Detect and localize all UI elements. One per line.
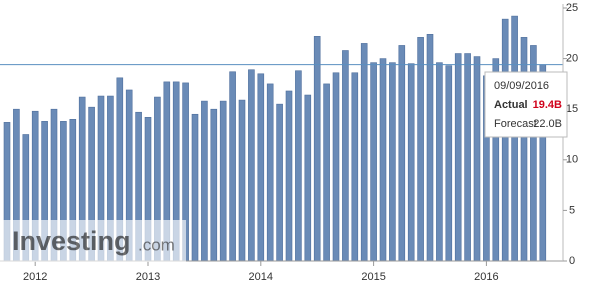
bar <box>445 65 453 262</box>
y-tick-label: 25 <box>566 2 578 14</box>
x-tick-label: 2016 <box>474 271 498 283</box>
y-tick-label: 5 <box>569 204 575 216</box>
tooltip-date: 09/09/2016 <box>494 80 549 92</box>
watermark: Investing .com <box>0 220 186 262</box>
watermark-bg <box>0 220 186 262</box>
watermark-domain: .com <box>138 235 175 254</box>
bar <box>370 62 377 262</box>
bar <box>426 34 434 262</box>
bar <box>501 18 509 262</box>
bar <box>201 100 208 262</box>
y-tick-label: 20 <box>566 53 578 65</box>
bar <box>219 100 227 262</box>
bar <box>511 15 518 262</box>
bar <box>313 36 321 262</box>
bar <box>417 37 424 262</box>
x-tick-label: 2012 <box>23 271 47 283</box>
tooltip-box <box>484 71 568 138</box>
tooltip-forecast-value: 22.0B <box>533 118 562 130</box>
bar <box>407 63 415 262</box>
bar <box>323 83 330 262</box>
bar <box>520 37 528 262</box>
bar <box>248 69 255 262</box>
bar <box>473 56 481 262</box>
y-tick-label: 15 <box>566 103 578 115</box>
tooltip-actual-value: 19.4B <box>533 99 562 111</box>
bar <box>295 70 302 262</box>
x-tick-label: 2013 <box>136 271 160 283</box>
bar <box>266 83 274 262</box>
tooltip-actual-label: Actual <box>494 99 528 111</box>
bar <box>436 62 443 262</box>
bar <box>304 94 312 262</box>
tooltip: 09/09/2016 Actual 19.4B Forecast 22.0B <box>484 71 568 138</box>
bar <box>276 103 283 262</box>
bar <box>210 108 218 262</box>
bar <box>454 53 462 262</box>
y-tick-label: 0 <box>569 255 575 267</box>
bar <box>257 73 265 262</box>
bar <box>191 113 199 262</box>
y-tick-label: 10 <box>566 154 578 166</box>
bar <box>464 53 471 262</box>
bar <box>389 62 396 262</box>
watermark-brand: Investing <box>12 226 131 256</box>
bar <box>332 72 340 262</box>
bar <box>351 72 359 262</box>
plot: 0 5 10 15 20 25 2012 2013 2014 2015 2016 <box>0 2 578 283</box>
bar <box>342 50 349 262</box>
x-tick-label: 2014 <box>249 271 273 283</box>
bar <box>379 58 387 262</box>
bar <box>398 45 406 262</box>
x-tick-label: 2015 <box>361 271 385 283</box>
bar <box>229 71 236 262</box>
bar <box>285 90 293 262</box>
bar <box>238 99 246 262</box>
tooltip-forecast-label: Forecast <box>494 118 537 130</box>
bar <box>360 43 368 262</box>
